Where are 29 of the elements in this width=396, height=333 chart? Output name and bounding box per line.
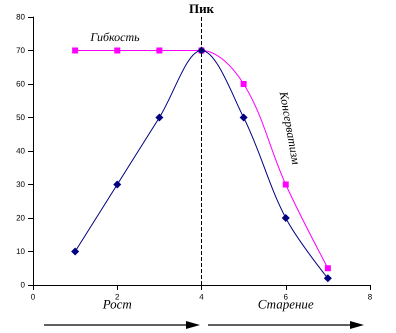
y-tick-label: 40 <box>16 146 26 156</box>
point <box>282 182 289 188</box>
x-tick-label: 6 <box>284 292 289 302</box>
y-tick-label: 20 <box>16 214 26 222</box>
point <box>113 180 122 188</box>
point <box>282 214 290 222</box>
x-tick-label: 4 <box>199 292 204 302</box>
y-tick-label: 50 <box>16 113 26 122</box>
ref-line-label: Пик <box>188 1 215 16</box>
x-tick-label: 8 <box>368 292 373 302</box>
annotation: Гибкость <box>89 30 140 44</box>
y-tick-label: 10 <box>16 247 26 256</box>
point <box>71 248 80 256</box>
y-tick-label: 70 <box>16 46 26 55</box>
point <box>324 265 331 272</box>
point <box>72 48 78 54</box>
y-tick-label: 60 <box>16 80 26 88</box>
point <box>155 114 164 122</box>
point <box>240 81 247 87</box>
point <box>240 114 248 122</box>
annotation: Консерватизм <box>276 89 304 166</box>
x-tick-label: 2 <box>115 292 120 302</box>
point <box>114 48 120 54</box>
point <box>156 48 162 54</box>
y-tick-label: 0 <box>20 280 26 290</box>
point <box>324 274 332 282</box>
y-tick-label: 80 <box>16 12 26 22</box>
y-tick-label: 30 <box>16 180 26 189</box>
x-tick-label: 0 <box>30 292 36 302</box>
